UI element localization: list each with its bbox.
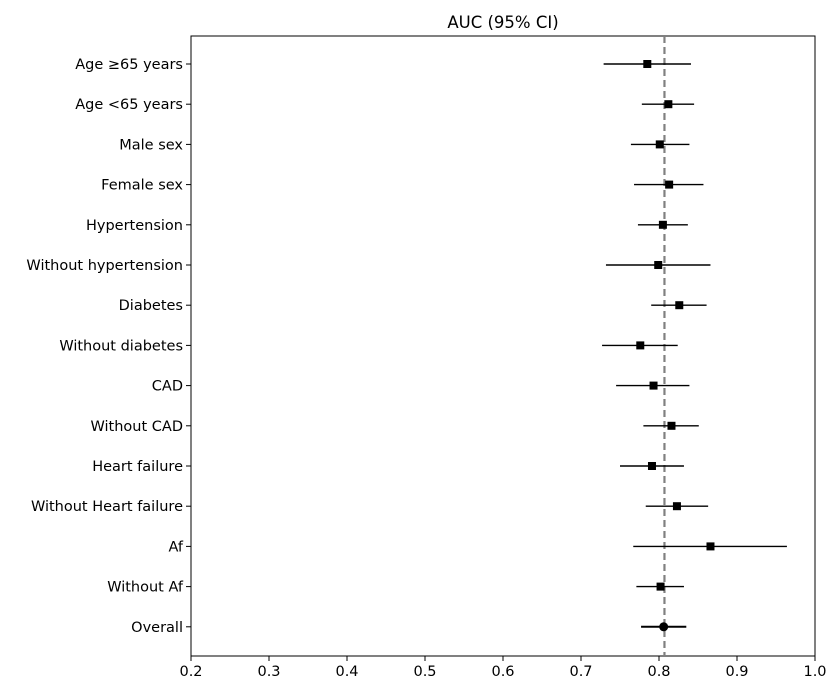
row-label: Female sex [101, 178, 183, 194]
row-label: Heart failure [92, 459, 183, 475]
x-tick-label: 0.5 [413, 664, 436, 677]
auc-point [659, 622, 669, 632]
row-label: CAD [152, 379, 183, 395]
y-axis: Age ≥65 years Age <65 years Male sex Female… [26, 57, 191, 636]
data-marks [602, 60, 787, 632]
row-label: Without Af [107, 580, 184, 596]
auc-point [655, 140, 664, 149]
x-tick-label: 0.7 [569, 664, 592, 677]
x-tick-label: 0.9 [725, 664, 748, 677]
x-tick-label: 1.0 [803, 664, 826, 677]
auc-point [656, 582, 665, 591]
x-tick-label: 0.3 [257, 664, 280, 677]
row-label: Without hypertension [26, 258, 183, 274]
x-tick-label: 0.6 [491, 664, 514, 677]
auc-point [675, 301, 684, 310]
auc-point [658, 220, 667, 229]
row-label: Hypertension [86, 218, 183, 234]
auc-point [706, 542, 715, 551]
auc-point [664, 100, 673, 109]
row-label: Af [168, 539, 183, 555]
auc-point [654, 261, 663, 269]
auc-point [665, 180, 674, 189]
auc-point [672, 502, 681, 511]
row-label: Without CAD [91, 419, 184, 435]
x-tick-label: 0.8 [647, 664, 670, 677]
x-axis: 0.2 0.3 0.4 0.5 0.6 0.7 0.8 0.9 1.0 [179, 656, 827, 677]
x-tick-label: 0.4 [335, 664, 358, 677]
row-label: Overall [131, 620, 183, 636]
auc-point [643, 60, 652, 68]
row-label: Male sex [119, 137, 183, 153]
auc-point [636, 341, 645, 350]
auc-point [649, 381, 658, 390]
x-tick-label: 0.2 [179, 664, 202, 677]
auc-point [667, 421, 676, 430]
auc-point [647, 462, 656, 470]
row-label: Without Heart failure [31, 499, 183, 515]
plot-frame [190, 35, 816, 657]
row-label: Diabetes [119, 298, 183, 314]
row-label: Age <65 years [75, 97, 183, 113]
chart-title: AUC (95% CI) [447, 13, 558, 32]
row-label: Without diabetes [59, 338, 183, 354]
row-label: Age ≥65 years [75, 57, 183, 73]
